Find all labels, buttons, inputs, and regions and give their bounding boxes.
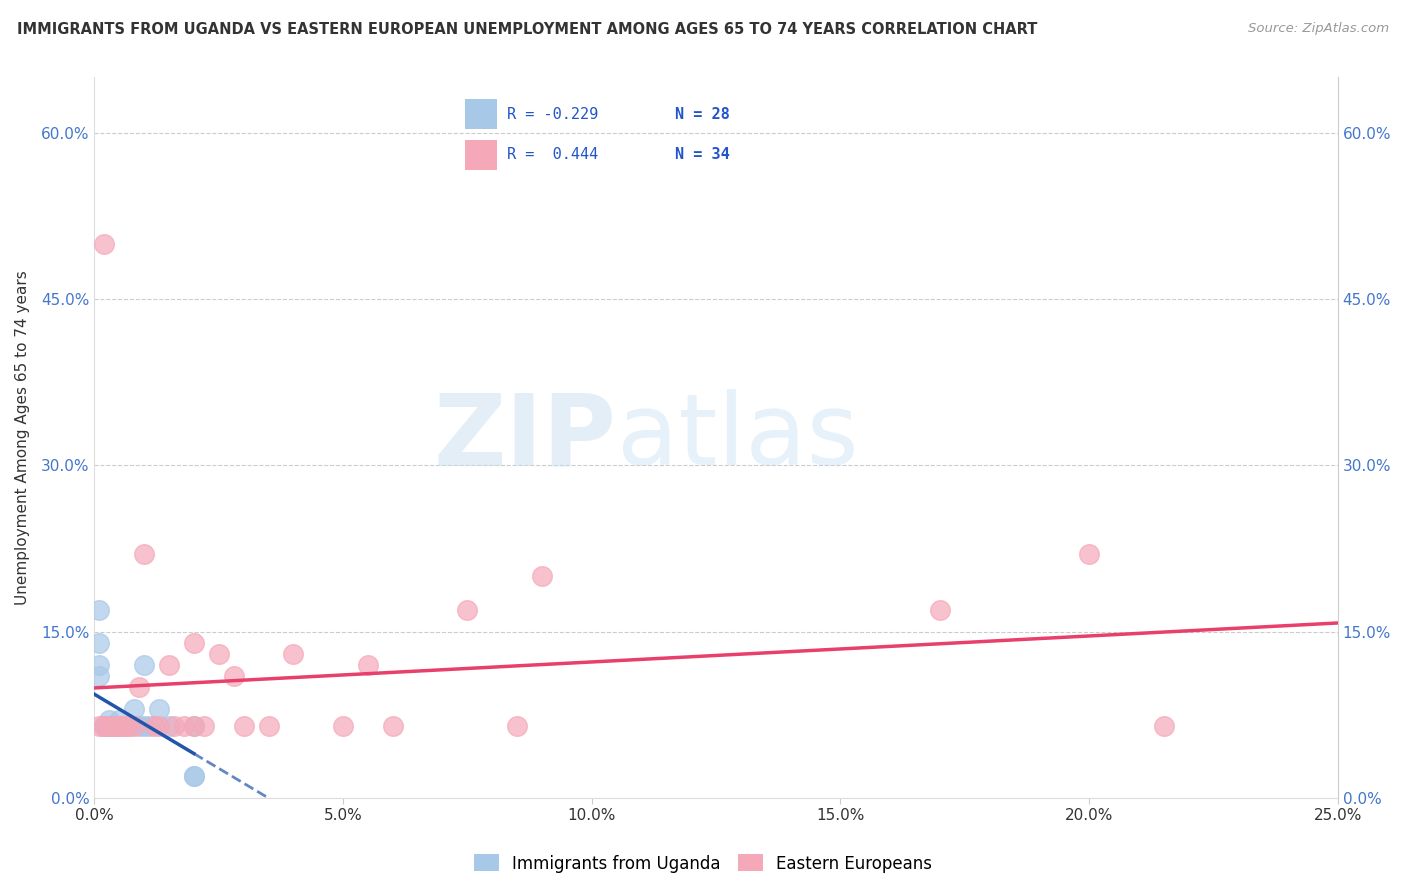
Point xyxy=(134,658,156,673)
Point xyxy=(222,669,245,683)
Text: ZIP: ZIP xyxy=(433,389,617,486)
Point xyxy=(232,719,254,733)
Point xyxy=(163,719,186,733)
Text: IMMIGRANTS FROM UGANDA VS EASTERN EUROPEAN UNEMPLOYMENT AMONG AGES 65 TO 74 YEAR: IMMIGRANTS FROM UGANDA VS EASTERN EUROPE… xyxy=(17,22,1038,37)
Point xyxy=(98,719,121,733)
Point xyxy=(89,669,111,683)
Point xyxy=(357,658,380,673)
Point xyxy=(183,719,205,733)
Text: atlas: atlas xyxy=(617,389,858,486)
Point xyxy=(332,719,354,733)
Point xyxy=(118,719,141,733)
Point xyxy=(134,547,156,561)
Point xyxy=(103,719,125,733)
Point xyxy=(506,719,529,733)
Legend: Immigrants from Uganda, Eastern Europeans: Immigrants from Uganda, Eastern European… xyxy=(467,847,939,880)
Point xyxy=(183,719,205,733)
Point xyxy=(183,636,205,650)
Point xyxy=(157,719,180,733)
Point xyxy=(93,719,115,733)
Point xyxy=(89,602,111,616)
Point xyxy=(138,719,160,733)
Point xyxy=(134,719,156,733)
Point xyxy=(93,719,115,733)
Point xyxy=(108,719,131,733)
Point xyxy=(157,658,180,673)
Point xyxy=(98,719,121,733)
Point xyxy=(208,647,231,661)
Point xyxy=(530,569,553,583)
Y-axis label: Unemployment Among Ages 65 to 74 years: Unemployment Among Ages 65 to 74 years xyxy=(15,270,30,605)
Point xyxy=(257,719,280,733)
Point xyxy=(148,719,170,733)
Point xyxy=(103,719,125,733)
Point xyxy=(1078,547,1101,561)
Point xyxy=(98,719,121,733)
Point xyxy=(89,658,111,673)
Point xyxy=(148,702,170,716)
Point xyxy=(381,719,404,733)
Point xyxy=(1153,719,1175,733)
Point xyxy=(128,719,150,733)
Point xyxy=(183,769,205,783)
Point xyxy=(108,714,131,728)
Point xyxy=(108,719,131,733)
Point xyxy=(122,719,145,733)
Point xyxy=(112,719,135,733)
Point xyxy=(928,602,950,616)
Point xyxy=(193,719,215,733)
Text: Source: ZipAtlas.com: Source: ZipAtlas.com xyxy=(1249,22,1389,36)
Point xyxy=(456,602,478,616)
Point xyxy=(118,719,141,733)
Point xyxy=(93,719,115,733)
Point xyxy=(143,719,166,733)
Point xyxy=(128,680,150,694)
Point xyxy=(112,719,135,733)
Point xyxy=(283,647,305,661)
Point xyxy=(98,714,121,728)
Point xyxy=(103,719,125,733)
Point xyxy=(98,719,121,733)
Point xyxy=(93,719,115,733)
Point xyxy=(93,236,115,251)
Point xyxy=(103,719,125,733)
Point xyxy=(122,702,145,716)
Point xyxy=(89,719,111,733)
Point xyxy=(108,719,131,733)
Point xyxy=(183,769,205,783)
Point xyxy=(89,636,111,650)
Point xyxy=(173,719,195,733)
